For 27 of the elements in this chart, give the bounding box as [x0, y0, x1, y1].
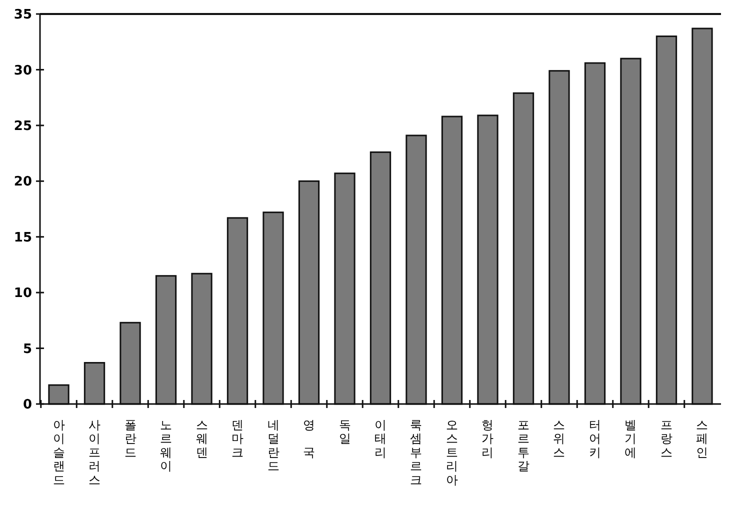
- x-tick-label: 스웨덴: [196, 418, 208, 460]
- x-tick-label: 룩셈부르크: [410, 418, 422, 487]
- x-tick-label: 폴란드: [124, 418, 136, 460]
- x-tick-label: 독일: [338, 418, 351, 446]
- y-tick-label: 35: [14, 8, 32, 23]
- x-tick-label: 포르투갈: [517, 418, 530, 474]
- y-tick-label: 20: [14, 174, 32, 190]
- x-tick-label: 이태리: [374, 418, 386, 460]
- x-tick-label: 아이슬랜드: [52, 418, 65, 487]
- x-tick-label: 터어키: [588, 418, 601, 460]
- y-tick-label: 10: [14, 286, 32, 302]
- x-tick-label: 영 국: [303, 418, 316, 460]
- y-tick-label: 30: [14, 63, 32, 78]
- y-tick-label: 15: [14, 230, 32, 246]
- x-tick-label: 오스트리아: [446, 418, 458, 487]
- x-tick-label: 노르웨이: [160, 418, 172, 474]
- x-tick-label: 스페인: [696, 418, 708, 460]
- x-tick-label: 프랑스: [660, 418, 672, 460]
- x-tick-label: 네덜란드: [267, 418, 280, 474]
- y-tick-label: 0: [22, 398, 32, 413]
- x-tick-label: 스위스: [553, 418, 566, 460]
- x-tick-label: 헝가리: [482, 418, 494, 460]
- y-tick-label: 25: [14, 118, 32, 134]
- y-tick-label: 5: [22, 342, 32, 357]
- x-tick-label: 덴마크: [232, 418, 244, 460]
- x-tick-label: 벨기에: [624, 418, 637, 460]
- x-tick-label: 사이프러스: [88, 418, 101, 487]
